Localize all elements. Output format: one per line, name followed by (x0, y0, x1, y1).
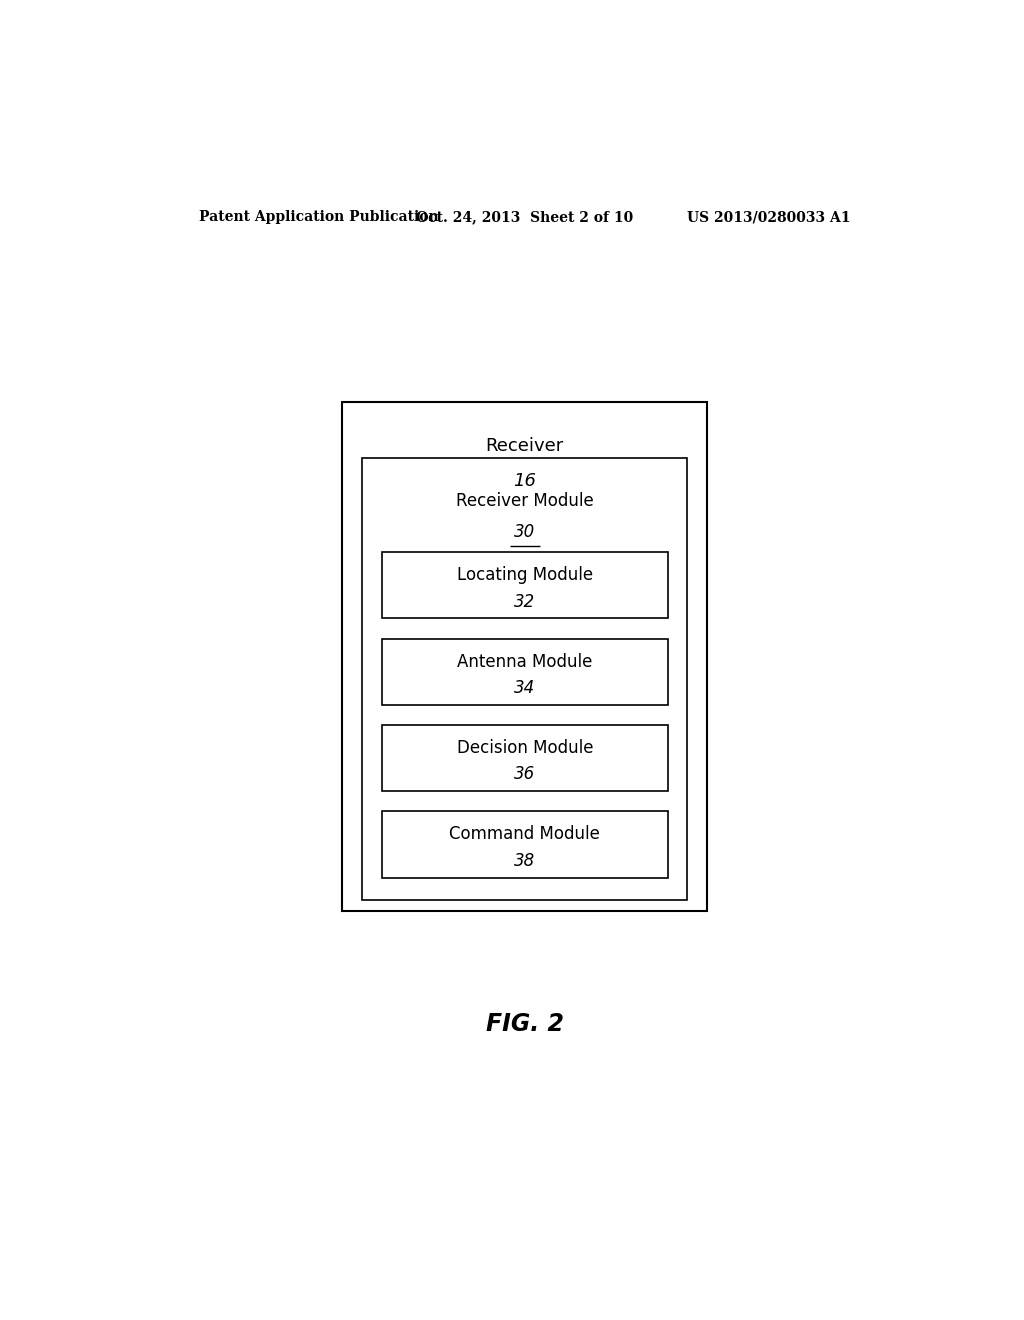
Bar (382, 552, 668, 618)
Bar (382, 639, 668, 705)
Text: Command Module: Command Module (450, 825, 600, 843)
Text: 34: 34 (514, 678, 536, 697)
Text: Patent Application Publication: Patent Application Publication (200, 210, 439, 224)
Text: Oct. 24, 2013  Sheet 2 of 10: Oct. 24, 2013 Sheet 2 of 10 (416, 210, 634, 224)
Text: 36: 36 (514, 766, 536, 783)
Text: Locating Module: Locating Module (457, 566, 593, 585)
Text: 16: 16 (513, 471, 537, 490)
Text: 32: 32 (514, 593, 536, 611)
Text: 30: 30 (514, 524, 536, 541)
Text: FIG. 2: FIG. 2 (485, 1012, 564, 1036)
Text: Decision Module: Decision Module (457, 739, 593, 756)
Text: Antenna Module: Antenna Module (457, 652, 593, 671)
Bar (382, 812, 668, 878)
Text: Receiver: Receiver (485, 437, 564, 455)
Text: Receiver Module: Receiver Module (456, 492, 594, 510)
Bar (342, 403, 708, 911)
Bar (382, 725, 668, 791)
Text: US 2013/0280033 A1: US 2013/0280033 A1 (687, 210, 850, 224)
Bar (362, 458, 687, 900)
Text: 38: 38 (514, 851, 536, 870)
